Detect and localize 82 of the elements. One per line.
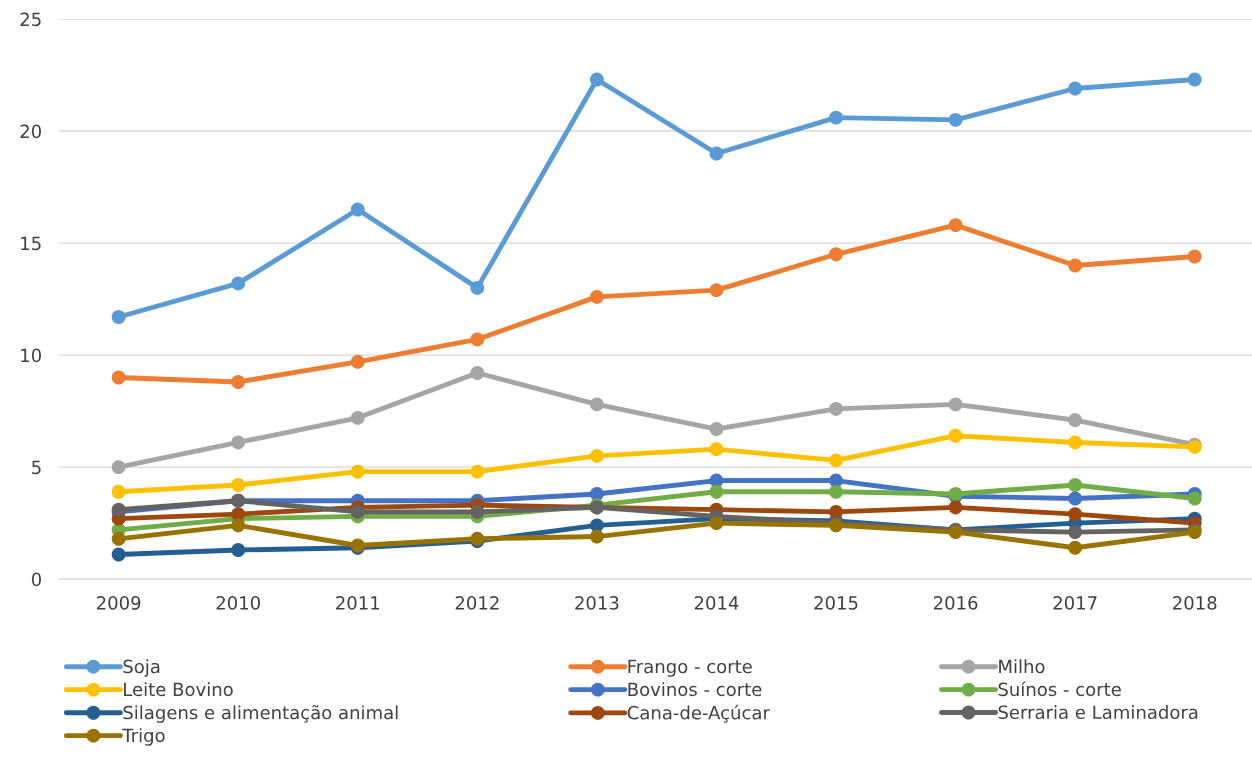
legend-label: Silagens e alimentação animal xyxy=(123,705,398,723)
point xyxy=(350,202,365,217)
y-tick-label: 25 xyxy=(20,12,41,27)
point xyxy=(948,428,963,443)
point xyxy=(111,310,126,324)
legend-label: Serraria e Laminadora xyxy=(998,705,1198,720)
x-tick-label: 2014 xyxy=(694,596,739,610)
y-tick-label: 0 xyxy=(31,572,41,587)
point xyxy=(111,531,126,546)
point xyxy=(470,366,485,380)
point xyxy=(111,460,126,475)
x-tick-label: 2013 xyxy=(575,596,619,610)
point xyxy=(1068,81,1083,96)
legend-label: Bovinos - corte xyxy=(628,682,762,697)
point xyxy=(589,72,604,87)
point xyxy=(231,543,246,557)
point xyxy=(829,110,843,125)
point xyxy=(1187,72,1202,87)
x-tick-label: 2017 xyxy=(1053,596,1097,610)
point xyxy=(709,283,724,298)
point xyxy=(470,464,485,479)
point xyxy=(948,500,963,515)
point xyxy=(829,453,843,468)
legend-label: Cana-de-Açúcar xyxy=(627,704,770,723)
x-tick-label: 2018 xyxy=(1173,596,1217,610)
legend-label: Soja xyxy=(123,659,160,677)
x-tick-label: 2012 xyxy=(455,596,499,610)
x-tick-label: 2011 xyxy=(336,596,380,610)
point xyxy=(231,276,246,291)
point xyxy=(948,397,963,412)
point xyxy=(1187,491,1202,506)
point xyxy=(1068,435,1083,450)
point xyxy=(111,370,126,385)
point xyxy=(589,397,604,412)
point xyxy=(350,410,365,425)
y-tick-label: 15 xyxy=(21,236,41,251)
point xyxy=(111,547,126,562)
point xyxy=(829,401,843,416)
point xyxy=(948,112,963,127)
point xyxy=(1068,525,1083,540)
point xyxy=(709,516,724,531)
y-tick-label: 5 xyxy=(32,460,41,475)
legend-label: Leite Bovino xyxy=(124,682,233,697)
point xyxy=(709,422,724,436)
x-tick-label: 2010 xyxy=(216,596,260,610)
point xyxy=(1068,540,1083,555)
point xyxy=(231,375,246,389)
x-tick-label: 2015 xyxy=(814,596,858,610)
legend-label: Frango - corte xyxy=(628,659,752,677)
point xyxy=(350,354,365,369)
point xyxy=(829,247,843,262)
point xyxy=(709,146,724,161)
legend-label: Milho xyxy=(999,659,1045,674)
point xyxy=(589,487,604,501)
point xyxy=(829,484,843,499)
point xyxy=(1068,413,1083,427)
point xyxy=(589,529,604,544)
y-tick-label: 20 xyxy=(20,124,41,139)
point xyxy=(1187,249,1202,264)
point xyxy=(709,442,724,457)
point xyxy=(589,289,604,304)
point xyxy=(1068,258,1083,273)
point xyxy=(111,484,126,499)
legend-label: Trigo xyxy=(122,728,165,746)
point xyxy=(231,478,246,492)
point xyxy=(470,280,485,295)
point xyxy=(709,484,724,499)
x-tick-label: 2009 xyxy=(96,596,141,610)
point xyxy=(948,218,963,233)
point xyxy=(589,448,604,463)
legend-label: Suínos - corte xyxy=(998,681,1121,697)
point xyxy=(470,332,485,347)
point xyxy=(1068,478,1083,492)
x-tick-label: 2016 xyxy=(933,596,978,610)
y-tick-label: 10 xyxy=(21,348,41,363)
point xyxy=(350,464,365,479)
point xyxy=(231,518,246,533)
point xyxy=(1068,507,1083,522)
point xyxy=(470,504,485,519)
point xyxy=(231,435,246,450)
point xyxy=(1068,491,1083,506)
point xyxy=(350,504,365,519)
